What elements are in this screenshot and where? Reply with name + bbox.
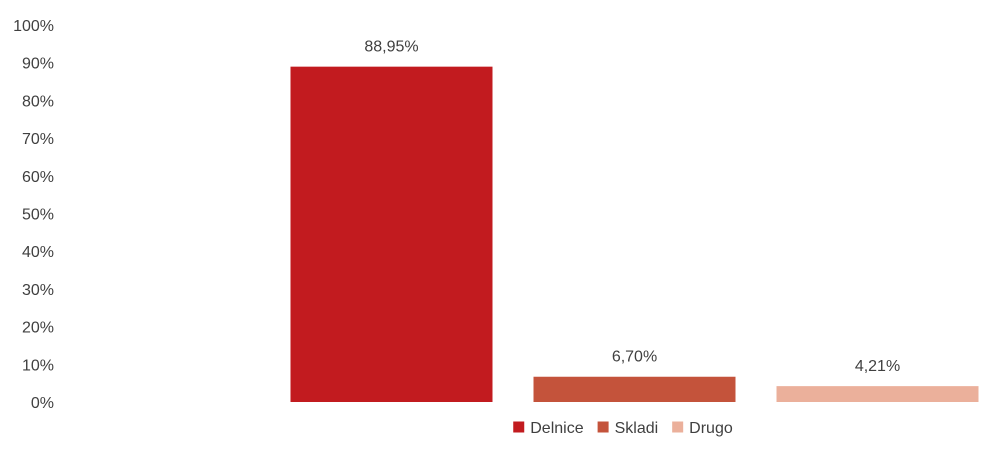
y-tick-label: 0% bbox=[31, 395, 54, 412]
legend-swatch-skladi bbox=[597, 421, 609, 433]
legend-label-drugo: Drugo bbox=[689, 420, 733, 437]
y-axis: 0% 10% 20% 30% 40% 50% 60% 70% 80% 90% 100% bbox=[13, 18, 54, 412]
data-label-skladi: 6,70% bbox=[612, 349, 657, 366]
legend-label-skladi: Skladi bbox=[615, 420, 659, 437]
legend-swatch-delnice bbox=[513, 421, 525, 433]
y-tick-label: 50% bbox=[22, 207, 54, 224]
bars bbox=[290, 66, 979, 402]
y-tick-label: 100% bbox=[13, 18, 54, 35]
data-labels: 88,95% 6,70% 4,21% bbox=[364, 39, 900, 375]
legend: Delnice Skladi Drugo bbox=[513, 420, 733, 437]
bar-drugo bbox=[776, 386, 979, 402]
y-tick-label: 70% bbox=[22, 131, 54, 148]
y-tick-label: 20% bbox=[22, 320, 54, 337]
bar-skladi bbox=[533, 376, 736, 402]
data-label-delnice: 88,95% bbox=[364, 39, 418, 56]
data-label-drugo: 4,21% bbox=[855, 358, 900, 375]
bar-delnice bbox=[290, 66, 493, 402]
y-tick-label: 10% bbox=[22, 357, 54, 374]
legend-label-delnice: Delnice bbox=[530, 420, 583, 437]
y-tick-label: 90% bbox=[22, 56, 54, 73]
y-tick-label: 30% bbox=[22, 282, 54, 299]
y-tick-label: 80% bbox=[22, 93, 54, 110]
legend-swatch-drugo bbox=[672, 421, 684, 433]
y-tick-label: 60% bbox=[22, 169, 54, 186]
y-tick-label: 40% bbox=[22, 244, 54, 261]
